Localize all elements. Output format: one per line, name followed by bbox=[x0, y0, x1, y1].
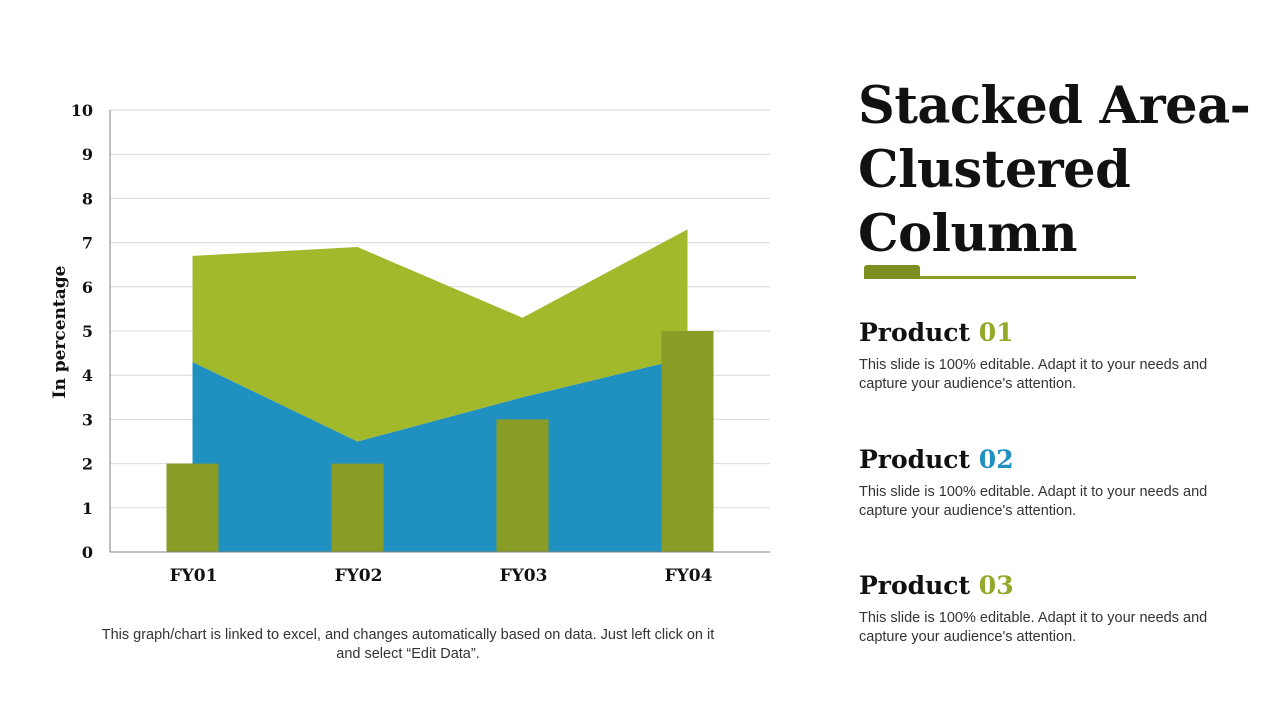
title-underline bbox=[866, 276, 1136, 279]
product-block-1: Product 01 This slide is 100% editable. … bbox=[859, 318, 1239, 394]
product-description: This slide is 100% editable. Adapt it to… bbox=[859, 357, 1208, 392]
y-tick-label: 10 bbox=[71, 101, 93, 120]
product-heading-1: Product 01 bbox=[859, 318, 1239, 348]
y-tick-label: 3 bbox=[82, 410, 93, 429]
product-heading-3: Product 03 bbox=[859, 571, 1239, 601]
x-tick-label: FY03 bbox=[500, 566, 548, 586]
stacked-areas bbox=[192, 229, 688, 552]
y-tick-label: 1 bbox=[82, 499, 93, 518]
title-underline-accent bbox=[864, 265, 920, 279]
product-description: This slide is 100% editable. Adapt it to… bbox=[859, 610, 1208, 645]
slide-title: Stacked Area-Clustered Column bbox=[858, 76, 1251, 264]
y-tick-labels: 0 1 2 3 4 5 6 7 8 9 10 bbox=[71, 101, 93, 562]
x-tick-label: FY04 bbox=[665, 566, 713, 586]
y-tick-label: 2 bbox=[82, 455, 93, 474]
product-number: 03 bbox=[978, 571, 1014, 600]
product-block-2: Product 02 This slide is 100% editable. … bbox=[859, 445, 1239, 521]
x-tick-labels: FY01 FY02 FY03 FY04 bbox=[170, 566, 713, 586]
column-bar bbox=[496, 419, 549, 552]
axes bbox=[109, 110, 770, 553]
x-tick-label: FY01 bbox=[170, 566, 218, 586]
product-number: 01 bbox=[978, 318, 1014, 347]
y-tick-label: 5 bbox=[82, 322, 93, 341]
product-description: This slide is 100% editable. Adapt it to… bbox=[859, 484, 1208, 519]
y-tick-label: 9 bbox=[82, 145, 93, 164]
product-heading-2: Product 02 bbox=[859, 445, 1239, 475]
columns bbox=[166, 331, 714, 552]
y-axis-label: In percentage bbox=[50, 265, 70, 398]
column-bar bbox=[166, 463, 219, 552]
product-label: Product bbox=[859, 445, 971, 474]
y-tick-label: 8 bbox=[82, 189, 93, 208]
column-bar bbox=[331, 463, 384, 552]
product-block-3: Product 03 This slide is 100% editable. … bbox=[859, 571, 1239, 647]
y-tick-label: 7 bbox=[82, 234, 93, 253]
area-series bbox=[192, 229, 688, 442]
product-label: Product bbox=[859, 571, 971, 600]
y-tick-label: 6 bbox=[82, 278, 93, 297]
product-label: Product bbox=[859, 318, 971, 347]
y-tick-label: 0 bbox=[82, 543, 93, 562]
product-number: 02 bbox=[978, 445, 1014, 474]
stacked-area-clustered-column-chart: 0 1 2 3 4 5 6 7 8 9 10 FY01 FY02 FY03 FY04 In percent… bbox=[50, 101, 770, 586]
chart-footnote: This graph/chart is linked to excel, and… bbox=[101, 627, 715, 662]
column-bar bbox=[661, 331, 714, 552]
y-tick-label: 4 bbox=[82, 366, 93, 385]
x-tick-label: FY02 bbox=[335, 566, 383, 586]
area-series bbox=[192, 357, 688, 552]
